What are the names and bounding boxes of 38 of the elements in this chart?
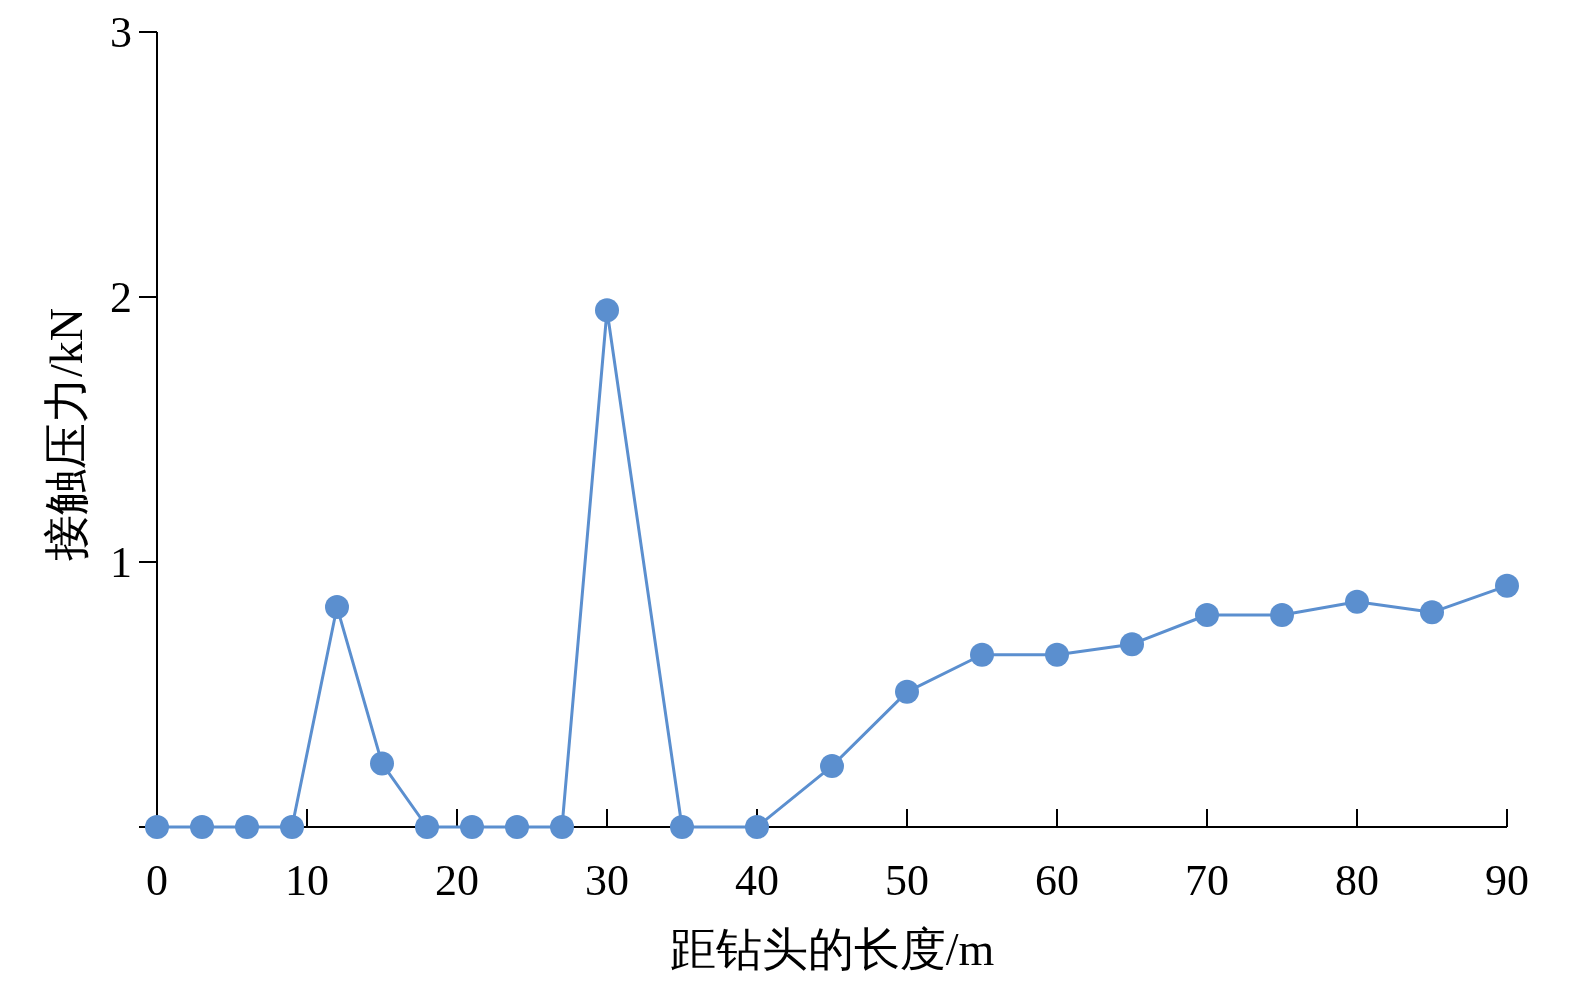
point <box>235 815 259 839</box>
point <box>1495 573 1519 598</box>
x-tick-label: 90 <box>1485 856 1529 905</box>
y-tick-label: 2 <box>110 273 132 323</box>
y-tick-label: 3 <box>110 8 132 58</box>
point <box>1270 603 1294 627</box>
point <box>370 751 394 776</box>
point <box>745 815 769 839</box>
y-axis-title: 接触压力/kN <box>41 308 92 561</box>
point <box>670 815 694 839</box>
x-tick-label: 30 <box>585 856 629 905</box>
x-tick-label: 20 <box>435 856 479 905</box>
point <box>505 815 529 839</box>
x-tick-label: 0 <box>146 856 168 905</box>
point <box>190 815 214 839</box>
point <box>325 595 349 620</box>
point <box>1420 600 1444 625</box>
x-tick-label: 10 <box>285 856 329 905</box>
point <box>280 815 304 839</box>
point <box>1195 603 1219 627</box>
x-tick-label: 50 <box>885 856 929 905</box>
point <box>550 815 574 839</box>
x-tick-label: 70 <box>1185 856 1229 905</box>
point <box>970 642 994 667</box>
point <box>595 298 619 323</box>
point <box>895 679 919 704</box>
y-tick-label: 1 <box>110 538 132 588</box>
x-tick-label: 60 <box>1035 856 1079 905</box>
point <box>1120 632 1144 657</box>
point <box>415 815 439 839</box>
point <box>1345 589 1369 614</box>
point <box>145 815 169 839</box>
x-axis-title: 距钻头的长度/m <box>669 924 995 975</box>
point <box>820 754 844 779</box>
point <box>460 815 484 839</box>
x-tick-label: 80 <box>1335 856 1379 905</box>
x-tick-label: 40 <box>735 856 779 905</box>
point <box>1045 642 1069 667</box>
